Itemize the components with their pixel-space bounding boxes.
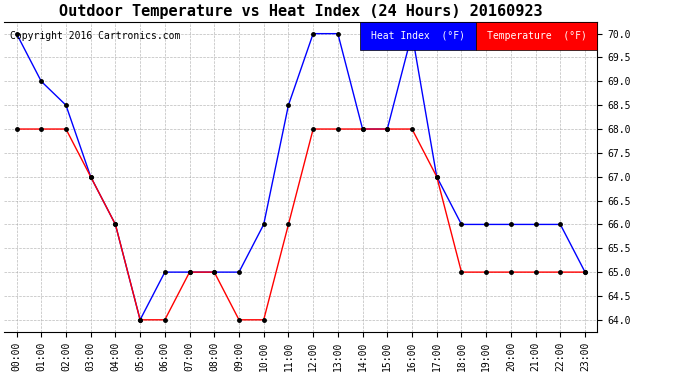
- FancyBboxPatch shape: [360, 22, 476, 50]
- Text: Copyright 2016 Cartronics.com: Copyright 2016 Cartronics.com: [10, 31, 181, 41]
- Text: Heat Index  (°F): Heat Index (°F): [371, 31, 465, 40]
- FancyBboxPatch shape: [476, 22, 598, 50]
- Text: Temperature  (°F): Temperature (°F): [486, 31, 586, 40]
- Title: Outdoor Temperature vs Heat Index (24 Hours) 20160923: Outdoor Temperature vs Heat Index (24 Ho…: [59, 4, 542, 19]
